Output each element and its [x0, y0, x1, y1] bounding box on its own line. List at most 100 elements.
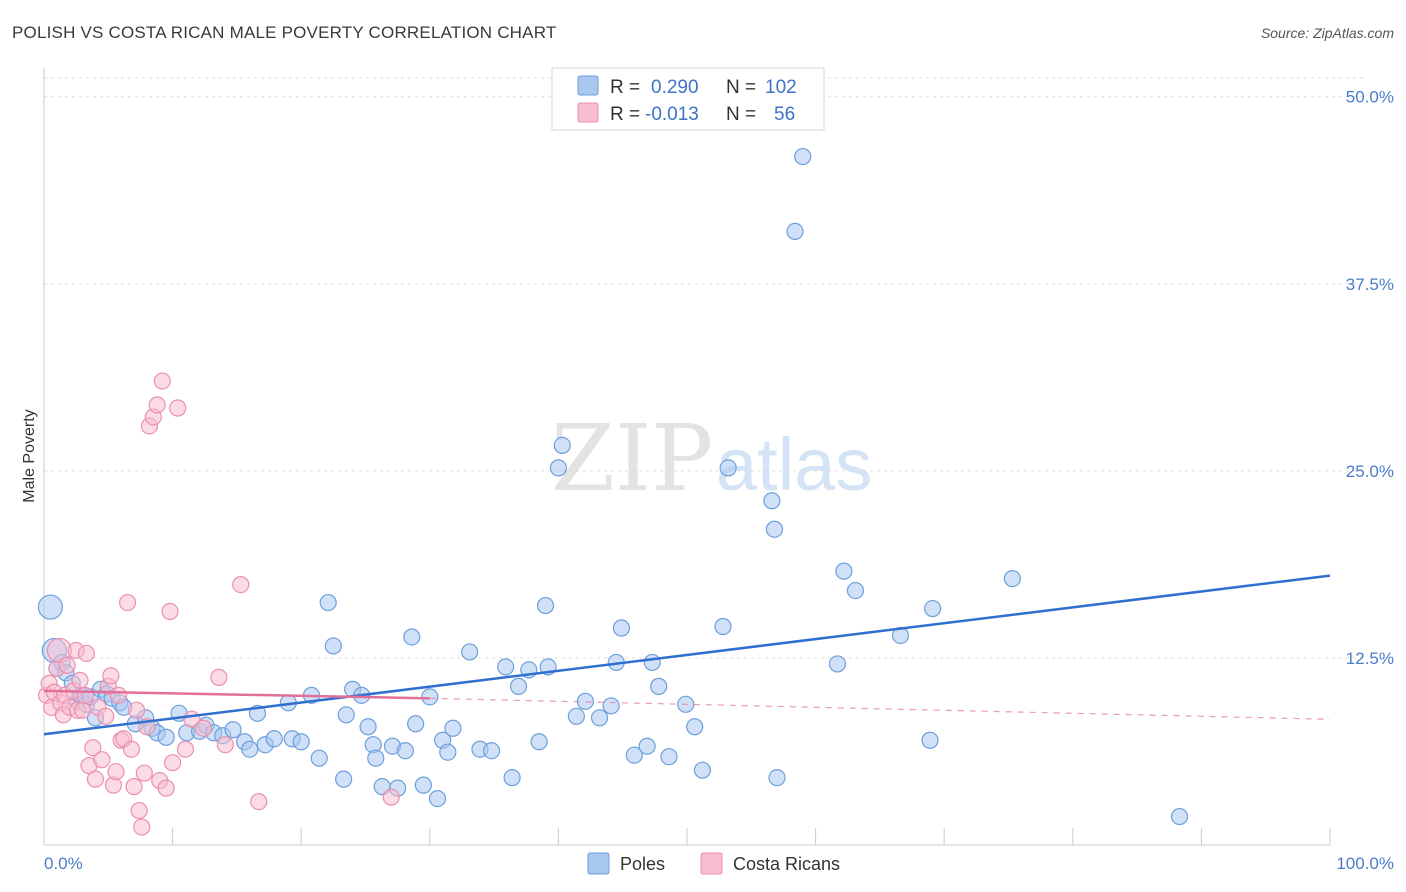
- poles-point-84: [693, 761, 712, 779]
- costa-ricans-point-48: [176, 740, 195, 758]
- costa-ricans-point-14: [71, 671, 89, 689]
- costa-ricans-point-32: [122, 740, 141, 758]
- x-tick-label-min: 0.0%: [44, 854, 83, 873]
- grid-lines: [44, 77, 1366, 659]
- poles-point-50: [396, 742, 414, 760]
- costa-ricans-point-34: [127, 701, 146, 719]
- y-tick-label-0: 12.5%: [1346, 649, 1394, 668]
- poles-point-55: [428, 790, 447, 808]
- poles-point-97: [924, 599, 942, 618]
- legend-r-value-costa-ricans: -0.013: [645, 104, 699, 125]
- poles-point-88: [765, 520, 784, 538]
- poles-point-70: [553, 436, 571, 455]
- poles-point-53: [414, 776, 432, 794]
- legend-swatch-costa-ricans: [577, 102, 599, 123]
- poles-point-72: [576, 692, 595, 710]
- poles-point-99: [1170, 807, 1189, 826]
- costa-ricans-point-36: [133, 818, 151, 836]
- legend-r-value-poles: 0.290: [651, 77, 699, 98]
- legend-n-value-costa-ricans: 56: [774, 104, 795, 125]
- costa-ricans-point-46: [164, 754, 182, 772]
- poles-point-91: [794, 147, 812, 166]
- poles-point-93: [835, 562, 853, 580]
- poles-point-96: [921, 731, 939, 749]
- legend-bottom: Poles Costa Ricans: [587, 852, 840, 875]
- poles-point-85: [714, 617, 732, 636]
- costa-ricans-point-45: [161, 602, 179, 621]
- poles-point-59: [461, 643, 479, 661]
- poles-point-66: [530, 733, 548, 751]
- source-label: Source: ZipAtlas.com: [1261, 25, 1394, 41]
- costa-ricans-point-43: [153, 372, 171, 390]
- poles-point-41: [337, 706, 355, 724]
- poles-point-20: [157, 728, 175, 746]
- bottom-legend-label-costa-ricans: Costa Ricans: [733, 854, 840, 874]
- costa-ricans-point-16: [76, 686, 94, 704]
- poles-point-39: [324, 637, 342, 655]
- costa-ricans-point-17: [77, 644, 96, 663]
- poles-trend-line: [43, 574, 1331, 736]
- poles-point-78: [638, 737, 656, 755]
- costa-ricans-point-35: [130, 801, 148, 820]
- x-tick-label-max: 100.0%: [1336, 854, 1394, 873]
- legend-n-label-costa-ricans: N =: [726, 104, 756, 125]
- legend-swatch-poles: [577, 75, 599, 96]
- costa-ricans-point-20: [86, 770, 105, 788]
- poles-point-40: [335, 770, 353, 788]
- legend-n-value-poles: 102: [765, 77, 797, 98]
- poles-point-80: [650, 677, 668, 695]
- poles-point-64: [509, 677, 528, 695]
- costa-ricans-point-55: [382, 788, 400, 806]
- poles-point-81: [660, 748, 678, 766]
- poles-point-94: [846, 581, 865, 600]
- poles-point-35: [292, 733, 310, 751]
- costa-ricans-point-15: [73, 701, 92, 719]
- bottom-legend-swatch-poles: [587, 852, 610, 875]
- costa-ricans-point-53: [232, 575, 250, 594]
- costa-ricans-point-51: [210, 668, 228, 686]
- costa-ricans-point-33: [125, 778, 143, 796]
- poles-point-63: [503, 769, 521, 787]
- costa-ricans-point-54: [250, 792, 268, 811]
- y-axis-label: Male Poverty: [21, 409, 38, 502]
- poles-point-98: [1003, 570, 1021, 588]
- poles-point-76: [612, 619, 631, 637]
- legend-top: R = 0.290 N = 102 R = -0.013 N = 56: [551, 67, 825, 131]
- costa-ricans-point-27: [107, 763, 125, 781]
- poles-point-83: [686, 718, 704, 736]
- costa-ricans-point-31: [118, 593, 137, 612]
- y-tick-labels: 12.5% 25.0% 37.5% 50.0%: [1346, 88, 1394, 668]
- costa-ricans-point-52: [216, 736, 234, 754]
- poles-point-71: [567, 707, 586, 725]
- poles-point-44: [359, 718, 377, 736]
- costa-ricans-point-44: [157, 779, 175, 797]
- poles-point-67: [536, 596, 555, 615]
- poles-point-74: [602, 697, 620, 715]
- legend-r-label-poles: R =: [610, 77, 640, 98]
- poles-point-37: [310, 749, 328, 767]
- poles-point-69: [549, 459, 568, 477]
- bottom-legend-label-poles: Poles: [620, 854, 665, 874]
- poles-point-92: [828, 655, 847, 673]
- costa-ricans-point-41: [148, 396, 166, 414]
- y-tick-label-2: 37.5%: [1346, 275, 1394, 294]
- poles-point-89: [768, 769, 786, 787]
- legend-n-label-poles: N =: [726, 77, 756, 98]
- x-axis-ticks: [43, 828, 1331, 845]
- costa-ricans-point-50: [194, 719, 213, 737]
- costa-ricans-series: [37, 372, 400, 836]
- y-tick-label-1: 25.0%: [1346, 462, 1394, 481]
- poles-point-29: [241, 740, 259, 758]
- costa-ricans-point-28: [109, 686, 128, 704]
- costa-ricans-point-9: [58, 656, 76, 675]
- poles-point-52: [407, 715, 425, 733]
- poles-point-77: [625, 746, 643, 764]
- costa-ricans-point-47: [169, 399, 187, 417]
- watermark-atlas: atlas: [716, 423, 872, 506]
- costa-ricans-point-22: [93, 751, 111, 769]
- watermark-zip: ZIP: [551, 405, 713, 512]
- poles-point-79: [643, 653, 661, 672]
- legend-r-label-costa-ricans: R =: [610, 104, 640, 125]
- poles-point-61: [482, 742, 501, 760]
